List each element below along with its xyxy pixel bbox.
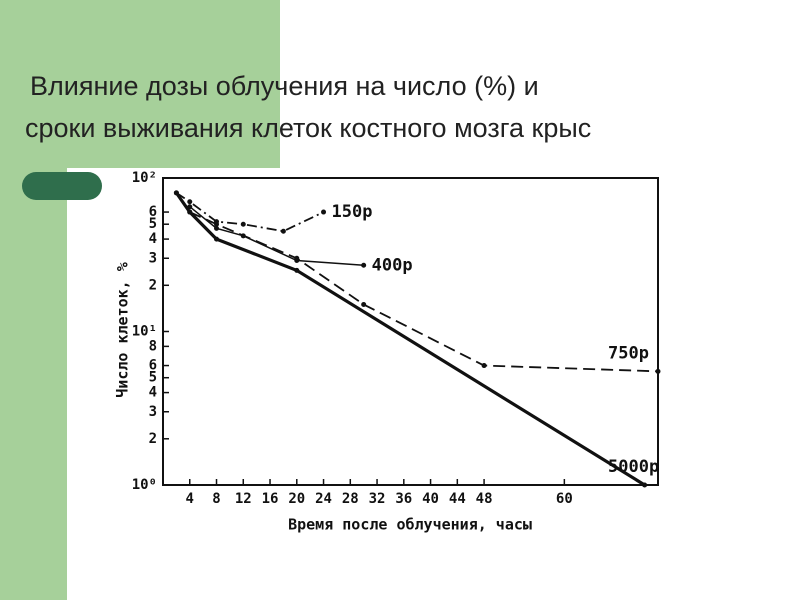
title-line: сроки выживания клеток костного мозга кр… <box>25 113 591 143</box>
y-tick-label: 10² <box>132 170 157 186</box>
x-tick-label: 40 <box>422 491 439 507</box>
bg-strip <box>0 0 67 600</box>
y-tick-label: 4 <box>149 231 157 247</box>
x-tick-label: 36 <box>395 491 412 507</box>
x-tick-label: 32 <box>369 491 386 507</box>
y-tick-label: 10¹ <box>132 324 157 340</box>
data-point <box>187 209 193 215</box>
series-label: 150р <box>332 202 373 222</box>
x-tick-label: 8 <box>212 491 220 507</box>
series-label: 750р <box>608 343 649 363</box>
x-axis-label: Время после облучения, часы <box>288 516 532 534</box>
data-point <box>187 199 193 205</box>
y-tick-label: 10⁰ <box>132 477 157 493</box>
y-tick-label: 5 <box>149 370 157 386</box>
y-tick-label: 8 <box>149 338 157 354</box>
y-tick-label: 4 <box>149 385 157 401</box>
x-tick-label: 44 <box>449 491 466 507</box>
data-point <box>642 482 648 488</box>
y-tick-label: 6 <box>149 358 157 374</box>
data-point <box>240 221 246 227</box>
data-point <box>294 267 300 273</box>
x-tick-label: 60 <box>556 491 573 507</box>
data-point <box>214 221 220 227</box>
title-line: Влияние дозы облучения на число (%) и <box>30 71 539 101</box>
x-tick-label: 48 <box>476 491 493 507</box>
data-point <box>214 225 220 231</box>
y-tick-label: 6 <box>149 204 157 220</box>
y-tick-label: 2 <box>149 431 157 447</box>
data-point <box>321 209 327 215</box>
x-tick-label: 24 <box>315 491 332 507</box>
data-point <box>173 190 179 196</box>
data-point <box>655 368 661 374</box>
x-tick-label: 20 <box>288 491 305 507</box>
series-label: 5000р <box>608 457 659 477</box>
series-line <box>175 192 324 233</box>
y-tick-label: 3 <box>149 250 157 266</box>
series-line <box>189 211 659 373</box>
x-tick-label: 28 <box>342 491 359 507</box>
x-tick-label: 12 <box>235 491 252 507</box>
y-tick-label: 2 <box>149 277 157 293</box>
accent-bar <box>22 172 102 200</box>
y-tick-label: 3 <box>149 404 157 420</box>
plot-frame <box>162 177 659 486</box>
y-tick-label: 5 <box>149 216 157 232</box>
data-point <box>481 363 487 369</box>
x-tick-label: 4 <box>186 491 194 507</box>
data-point <box>361 262 367 268</box>
y-axis-label: Число клеток, % <box>114 262 132 397</box>
x-tick-label: 16 <box>262 491 279 507</box>
data-point <box>214 236 220 242</box>
data-point <box>280 228 286 234</box>
data-point <box>294 255 300 261</box>
series-label: 400р <box>372 255 413 275</box>
data-point <box>361 301 367 307</box>
